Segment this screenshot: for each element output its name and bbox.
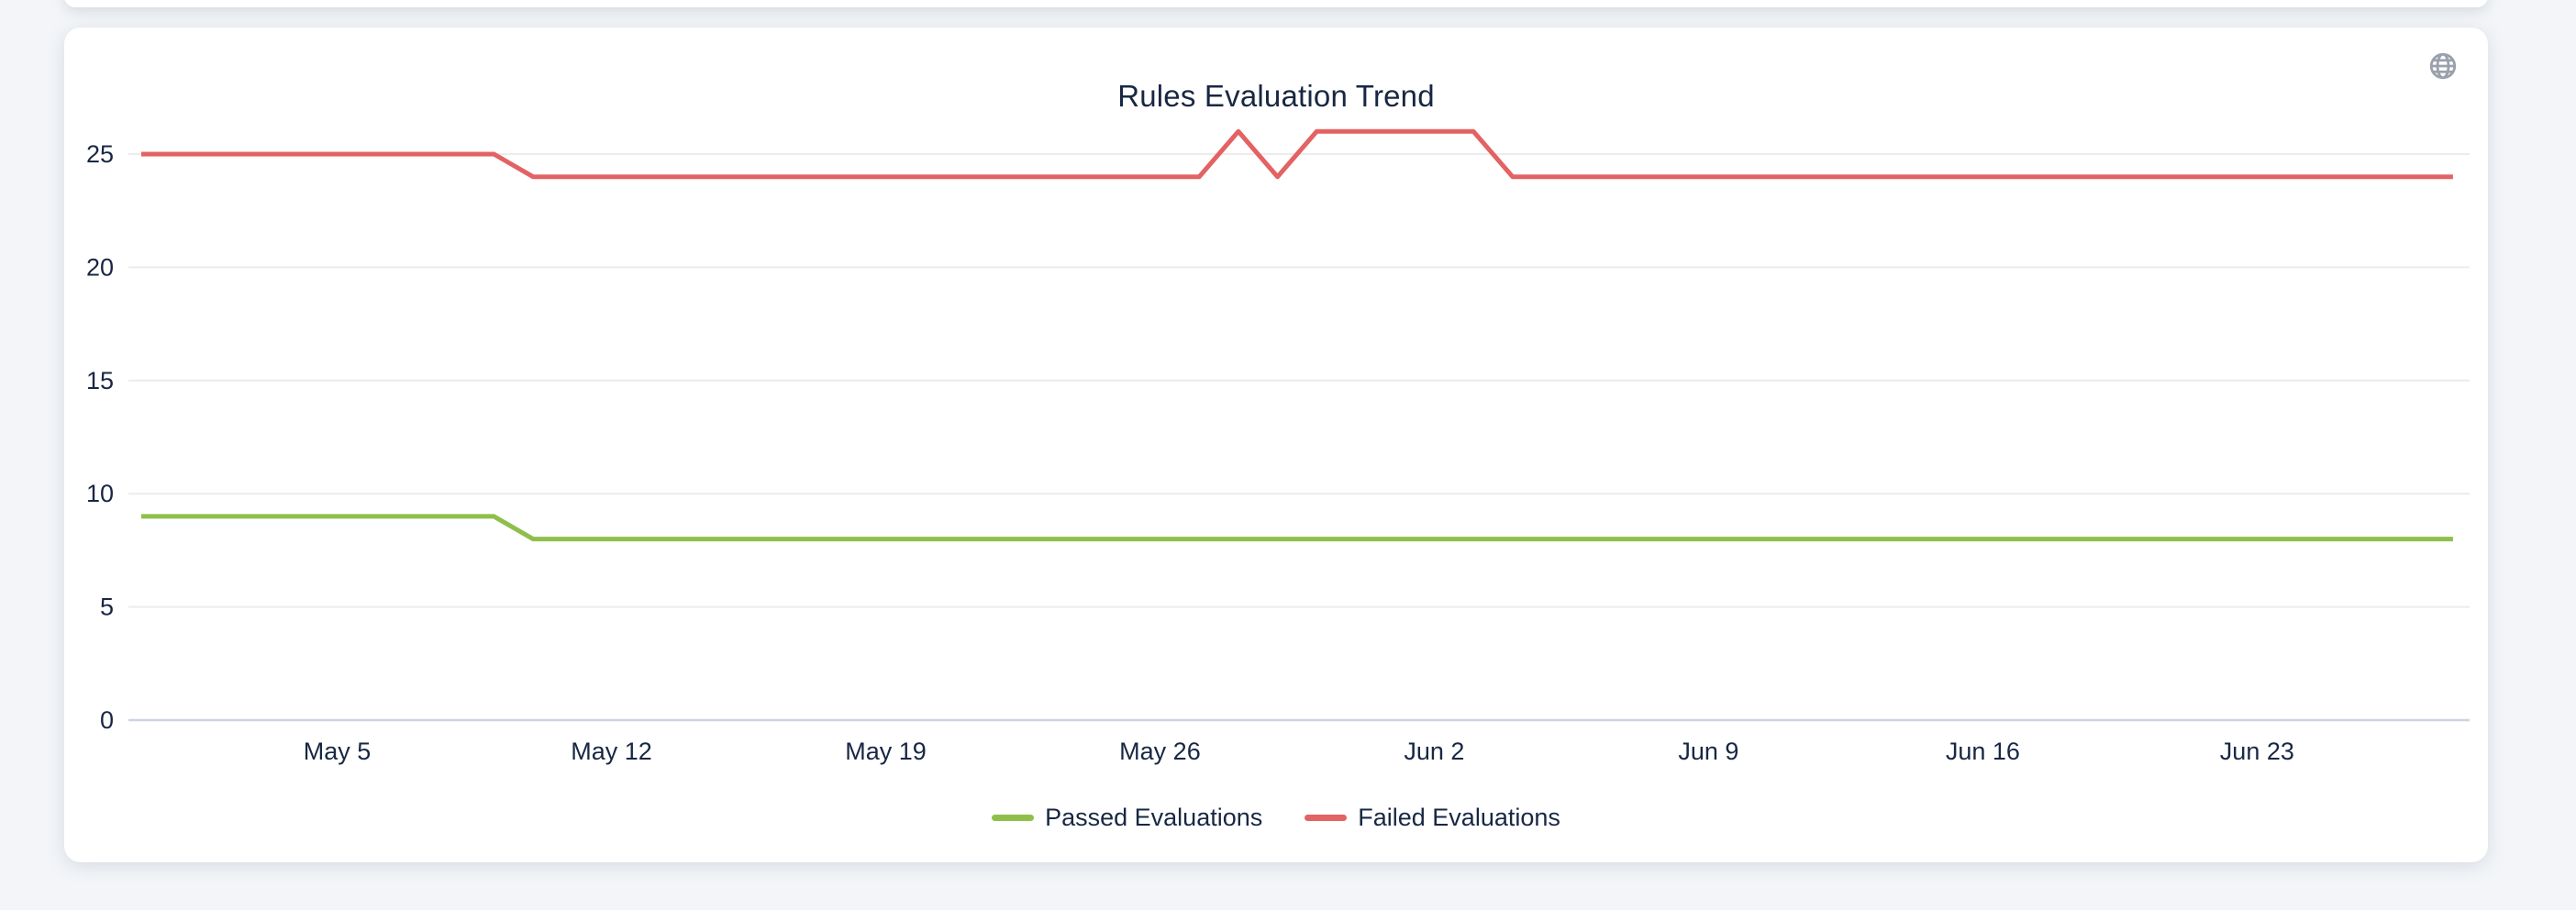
chart-title: Rules Evaluation Trend <box>1117 79 1435 113</box>
x-axis-label: Jun 23 <box>2220 738 2294 765</box>
legend-label-failed: Failed Evaluations <box>1358 804 1560 831</box>
y-axis-label: 5 <box>100 594 114 621</box>
x-axis-label: May 19 <box>845 738 927 765</box>
y-axis-label: 25 <box>86 140 114 168</box>
trend-chart-canvas[interactable]: 0 5 10 15 20 25 May 5 May 12 May 19 May 26 Jun 2 Ju… <box>64 28 2488 862</box>
passed-series-line <box>141 514 2453 542</box>
rules-evaluation-trend-card: Rules Evaluation Trend 0 5 10 15 20 25 May 5 Ma… <box>64 28 2488 862</box>
x-axis-label: May 26 <box>1119 738 1201 765</box>
x-axis-label: May 5 <box>304 738 372 765</box>
y-axis-label: 20 <box>86 253 114 281</box>
legend-label-passed: Passed Evaluations <box>1045 804 1263 831</box>
x-axis-label: May 12 <box>571 738 652 765</box>
y-axis-label: 15 <box>86 367 114 394</box>
passed-series-swatch <box>992 815 1035 821</box>
failed-series-line <box>141 128 2453 180</box>
globe-icon-glyph <box>2429 52 2457 80</box>
failed-series-swatch <box>1305 815 1348 821</box>
x-axis-label: Jun 16 <box>1946 738 2020 765</box>
legend-item-passed[interactable]: Passed Evaluations <box>992 804 1262 832</box>
legend-item-failed[interactable]: Failed Evaluations <box>1305 804 1560 832</box>
chart-legend: Passed Evaluations Failed Evaluations <box>64 804 2488 832</box>
globe-icon[interactable] <box>2427 50 2460 83</box>
previous-card-edge <box>64 0 2488 7</box>
x-axis-label: Jun 9 <box>1678 738 1738 765</box>
x-axis-label: Jun 2 <box>1404 738 1464 765</box>
y-axis-label: 10 <box>86 480 114 507</box>
y-axis-label: 0 <box>100 706 114 734</box>
